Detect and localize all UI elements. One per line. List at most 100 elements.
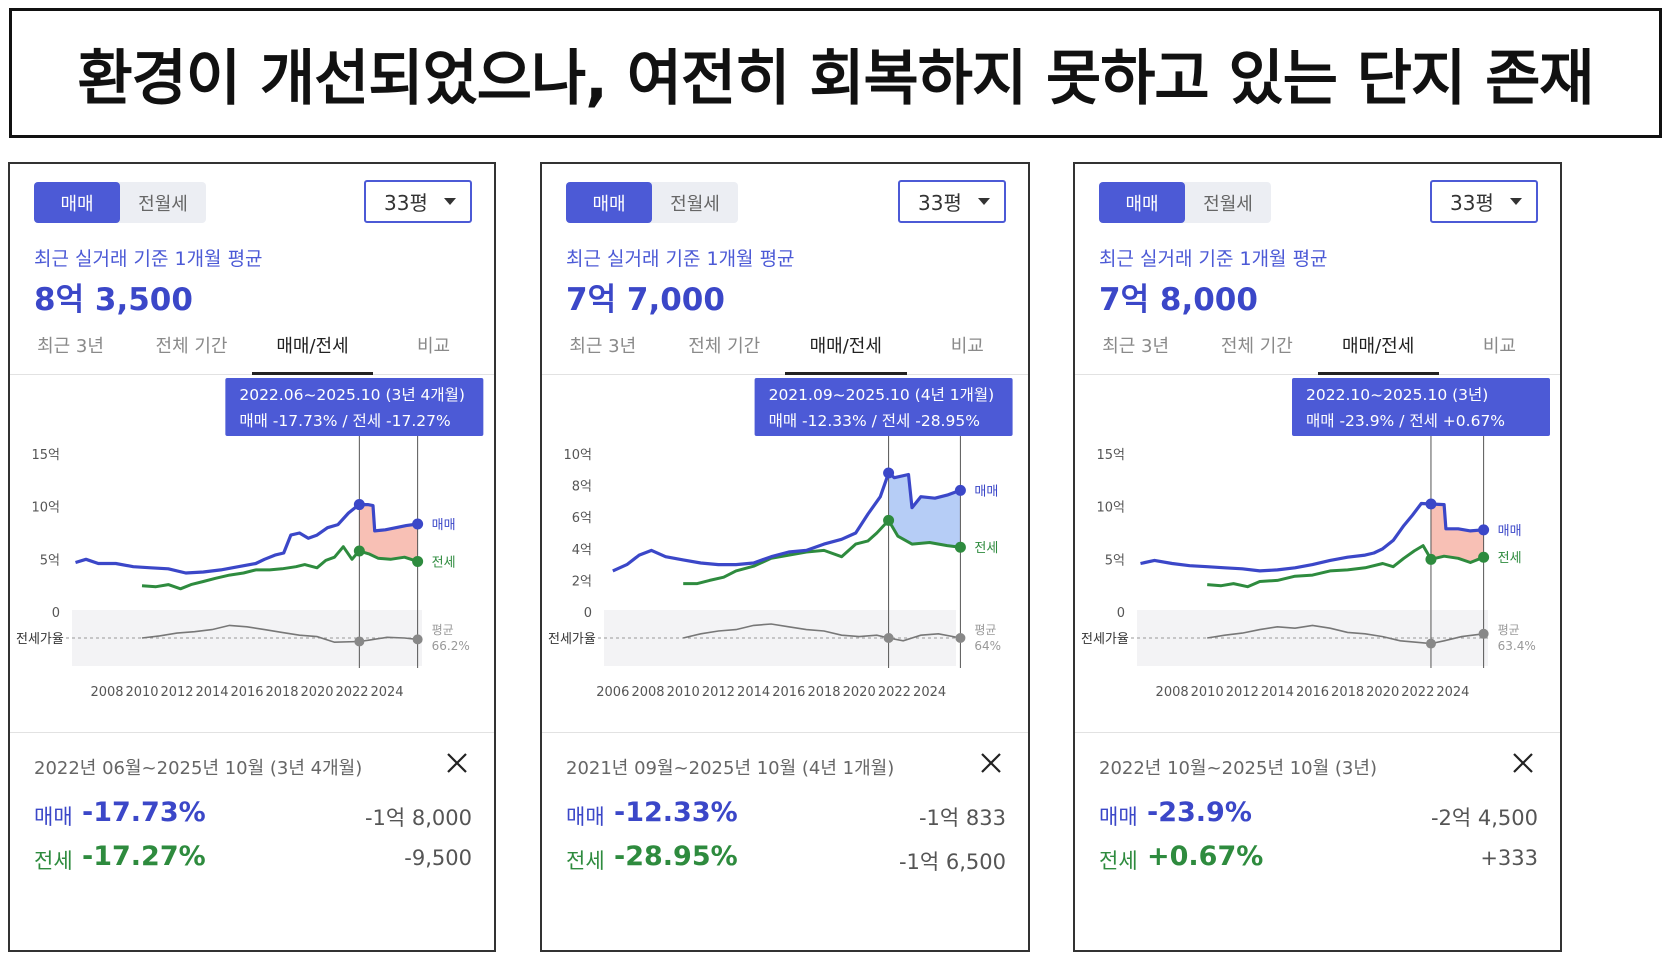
sale-line [1140, 501, 1484, 573]
summary-sale-pct: -12.33% [614, 797, 738, 828]
price-panel: 매매 전월세 33평 최근 실거래 기준 1개월 평균 8억 3,500 최근 … [8, 162, 496, 952]
headline-box: 환경이 개선되었으나, 여전히 회복하지 못하고 있는 단지 존재 [9, 8, 1662, 138]
close-icon[interactable] [444, 750, 470, 776]
range-tooltip [1292, 378, 1550, 436]
y-tick-label: 8억 [572, 480, 592, 495]
jeonse-end-point [1478, 551, 1490, 563]
tab-compare[interactable]: 비교 [416, 336, 451, 357]
summary-sale-amount: -1억 8,000 [364, 806, 472, 830]
x-tick-label: 2012 [1226, 685, 1259, 700]
x-tick-label: 2022 [335, 685, 368, 700]
close-icon[interactable] [978, 750, 1004, 776]
ratio-end-point [1478, 628, 1489, 639]
summary-divider [542, 732, 1028, 733]
ratio-axis-label: 전세가율 [548, 632, 596, 647]
size-select[interactable]: 33평 [898, 180, 1006, 223]
summary-jeonse-pct: -17.27% [82, 841, 206, 872]
y-tick-label: 15억 [1096, 448, 1125, 463]
size-select[interactable]: 33평 [364, 180, 472, 223]
x-tick-label: 2010 [667, 685, 700, 700]
ratio-start-point [883, 633, 894, 643]
range-tooltip-period: 2022.06~2025.10 (3년 4개월) [239, 386, 465, 404]
jeonse-line [1207, 544, 1485, 589]
highlight-area [1431, 504, 1484, 563]
toggle-sale-button[interactable]: 매매 [34, 182, 120, 223]
y-tick-label: 4억 [572, 543, 592, 558]
summary-jeonse-pct: -28.95% [614, 841, 738, 872]
y-tick-label: 2억 [572, 574, 592, 589]
tab-sale-jeonse[interactable]: 매매/전세 [252, 316, 373, 375]
tab-recent-3y[interactable]: 최근 3년 [37, 336, 104, 357]
tab-sale-jeonse[interactable]: 매매/전세 [1317, 316, 1440, 375]
x-tick-label: 2010 [1191, 685, 1224, 700]
x-tick-label: 2018 [807, 685, 840, 700]
tab-recent-3y[interactable]: 최근 3년 [1102, 336, 1170, 357]
summary-sale-pct: -17.73% [82, 797, 206, 828]
size-select-value: 33평 [384, 191, 428, 215]
y-tick-label: 10억 [1096, 501, 1125, 516]
tab-sale-jeonse[interactable]: 매매/전세 [785, 316, 907, 375]
jeonse-end-point [954, 541, 966, 553]
y-tick-label: 15억 [31, 448, 60, 463]
x-tick-label: 2014 [737, 685, 770, 700]
tab-all-period[interactable]: 전체 기간 [155, 336, 228, 357]
y-tick-label: 6억 [572, 511, 592, 526]
toggle-rent-button[interactable]: 전월세 [138, 193, 188, 215]
close-icon[interactable] [1510, 750, 1536, 776]
jeonse-end-point [412, 555, 424, 567]
jeonse-line [683, 518, 961, 586]
summary-sale-pct: -23.9% [1147, 797, 1252, 828]
price-basis-label: 최근 실거래 기준 1개월 평균 [566, 248, 795, 270]
toggle-sale-button[interactable]: 매매 [1099, 182, 1185, 223]
size-select-value: 33평 [918, 191, 962, 215]
summary-sale-amount: -2억 4,500 [1430, 806, 1538, 830]
avg-label: 평균 [432, 623, 454, 637]
jeonse-series-label: 전세 [974, 541, 998, 556]
avg-label: 평균 [1498, 623, 1520, 637]
toggle-rent-button[interactable]: 전월세 [670, 193, 720, 215]
jeonse-start-point [1425, 553, 1437, 565]
toggle-rent-button[interactable]: 전월세 [1203, 193, 1253, 215]
x-tick-label: 2008 [631, 685, 664, 700]
price-panel: 매매 전월세 33평 최근 실거래 기준 1개월 평균 7억 7,000 최근 … [540, 162, 1030, 952]
range-tooltip [754, 378, 1013, 436]
size-select[interactable]: 33평 [1430, 180, 1538, 223]
summary-jeonse-label: 전세 [566, 849, 605, 873]
tab-recent-3y[interactable]: 최근 3년 [569, 336, 637, 357]
summary-sale-label: 매매 [34, 805, 73, 829]
x-tick-label: 2018 [1331, 685, 1364, 700]
period-tabs: 최근 3년 전체 기간 매매/전세 비교 [1075, 316, 1560, 375]
x-tick-label: 2016 [772, 685, 805, 700]
range-tooltip [225, 378, 484, 436]
headline: 환경이 개선되었으나, 여전히 회복하지 못하고 있는 단지 존재 [77, 43, 1594, 114]
sale-line [75, 503, 418, 575]
current-price: 8억 3,500 [34, 282, 193, 318]
caret-down-icon [1510, 198, 1522, 205]
avg-value: 66.2% [432, 639, 470, 653]
avg-value: 63.4% [1498, 639, 1536, 653]
sale-end-point [954, 484, 966, 496]
y-tick-label: 0 [52, 606, 60, 621]
summary-jeonse-pct: +0.67% [1147, 841, 1264, 872]
summary-range: 2022년 10월~2025년 10월 (3년) [1099, 758, 1377, 779]
tab-compare[interactable]: 비교 [950, 336, 984, 357]
current-price: 7억 7,000 [566, 282, 725, 318]
y-tick-label: 10억 [31, 501, 60, 516]
x-tick-label: 2016 [1296, 685, 1329, 700]
caret-down-icon [444, 198, 456, 205]
tab-all-period[interactable]: 전체 기간 [1220, 336, 1293, 357]
jeonse-series-label: 전세 [1498, 551, 1522, 566]
x-tick-label: 2012 [702, 685, 735, 700]
sale-start-point [883, 467, 895, 479]
tab-compare[interactable]: 비교 [1482, 336, 1516, 357]
ratio-line [683, 623, 961, 642]
x-tick-label: 2020 [300, 685, 333, 700]
jeonse-start-point [883, 514, 895, 526]
toggle-sale-button[interactable]: 매매 [566, 182, 652, 223]
tab-all-period[interactable]: 전체 기간 [688, 336, 761, 357]
sale-start-point [353, 499, 365, 511]
x-tick-label: 2010 [125, 685, 158, 700]
